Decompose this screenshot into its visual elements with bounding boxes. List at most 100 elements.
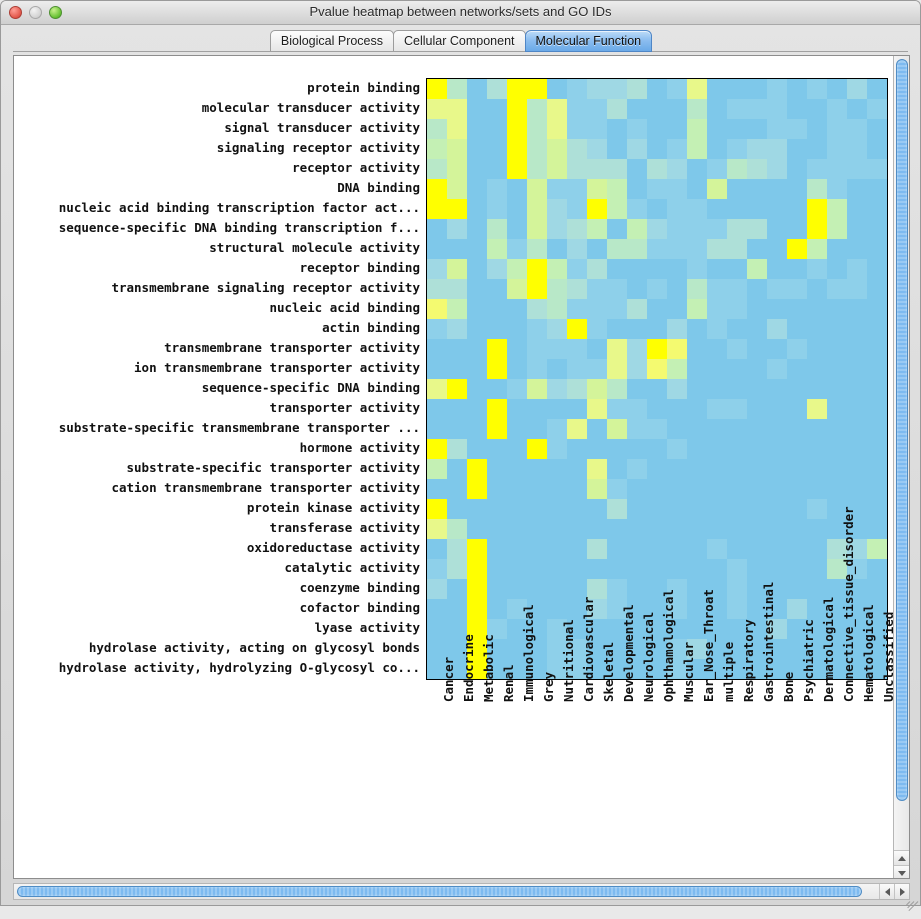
heatmap-cell[interactable] [667,299,687,319]
heatmap-cell[interactable] [847,139,867,159]
heatmap-cell[interactable] [707,319,727,339]
heatmap-cell[interactable] [567,259,587,279]
heatmap-cell[interactable] [427,439,447,459]
heatmap-cell[interactable] [527,279,547,299]
heatmap-cell[interactable] [567,339,587,359]
heatmap-cell[interactable] [447,539,467,559]
heatmap-cell[interactable] [727,499,747,519]
heatmap-cell[interactable] [647,619,667,639]
heatmap-cell[interactable] [487,119,507,139]
heatmap-cell[interactable] [627,279,647,299]
heatmap-cell[interactable] [587,539,607,559]
heatmap-cell[interactable] [767,479,787,499]
heatmap-cell[interactable] [547,179,567,199]
heatmap-cell[interactable] [467,619,487,639]
heatmap-cell[interactable] [667,319,687,339]
heatmap-cell[interactable] [787,479,807,499]
heatmap-cell[interactable] [867,519,887,539]
heatmap-cell[interactable] [707,639,727,659]
heatmap-cell[interactable] [787,279,807,299]
heatmap-cell[interactable] [687,299,707,319]
heatmap-cell[interactable] [647,359,667,379]
heatmap-cell[interactable] [627,559,647,579]
heatmap-cell[interactable] [767,79,787,99]
heatmap-cell[interactable] [607,399,627,419]
heatmap-cell[interactable] [667,459,687,479]
heatmap-cell[interactable] [727,179,747,199]
heatmap-cell[interactable] [827,499,847,519]
heatmap-cell[interactable] [867,219,887,239]
heatmap-cell[interactable] [587,199,607,219]
heatmap-cell[interactable] [427,499,447,519]
heatmap-cell[interactable] [687,579,707,599]
heatmap-cell[interactable] [807,219,827,239]
heatmap-cell[interactable] [747,159,767,179]
heatmap-cell[interactable] [487,159,507,179]
heatmap-cell[interactable] [687,139,707,159]
heatmap-cell[interactable] [847,379,867,399]
heatmap-cell[interactable] [447,159,467,179]
heatmap-cell[interactable] [727,299,747,319]
heatmap-cell[interactable] [527,539,547,559]
heatmap-cell[interactable] [727,119,747,139]
heatmap-cell[interactable] [667,499,687,519]
heatmap-cell[interactable] [467,79,487,99]
heatmap-cell[interactable] [627,179,647,199]
heatmap-cell[interactable] [767,339,787,359]
heatmap-cell[interactable] [567,79,587,99]
heatmap-cell[interactable] [647,599,667,619]
heatmap-cell[interactable] [827,159,847,179]
heatmap-cell[interactable] [607,359,627,379]
heatmap-cell[interactable] [787,219,807,239]
heatmap-cell[interactable] [807,499,827,519]
heatmap-cell[interactable] [867,539,887,559]
heatmap-cell[interactable] [527,179,547,199]
heatmap-cell[interactable] [767,399,787,419]
heatmap-cell[interactable] [507,659,527,679]
heatmap-cell[interactable] [527,99,547,119]
heatmap-cell[interactable] [487,579,507,599]
heatmap-cell[interactable] [667,79,687,99]
tab-molecular-function[interactable]: Molecular Function [524,30,653,52]
heatmap-cell[interactable] [787,399,807,419]
heatmap-cell[interactable] [487,79,507,99]
heatmap-cell[interactable] [847,119,867,139]
heatmap-cell[interactable] [827,419,847,439]
heatmap-cell[interactable] [627,359,647,379]
heatmap-cell[interactable] [627,199,647,219]
heatmap-cell[interactable] [547,419,567,439]
heatmap-cell[interactable] [607,119,627,139]
heatmap-cell[interactable] [567,179,587,199]
heatmap-cell[interactable] [807,299,827,319]
heatmap-cell[interactable] [467,219,487,239]
heatmap-cell[interactable] [867,419,887,439]
heatmap-cell[interactable] [467,519,487,539]
heatmap-cell[interactable] [687,119,707,139]
heatmap-cell[interactable] [547,659,567,679]
heatmap-cell[interactable] [747,219,767,239]
heatmap-cell[interactable] [867,339,887,359]
heatmap-cell[interactable] [727,459,747,479]
heatmap-grid[interactable] [426,78,888,680]
heatmap-cell[interactable] [587,579,607,599]
heatmap-cell[interactable] [607,479,627,499]
heatmap-cell[interactable] [507,139,527,159]
heatmap-cell[interactable] [507,79,527,99]
horizontal-scrollbar-thumb[interactable] [17,886,862,897]
heatmap-cell[interactable] [647,379,667,399]
heatmap-cell[interactable] [647,179,667,199]
heatmap-cell[interactable] [587,279,607,299]
heatmap-cell[interactable] [547,619,567,639]
heatmap-cell[interactable] [727,239,747,259]
heatmap-cell[interactable] [807,339,827,359]
heatmap-cell[interactable] [867,139,887,159]
heatmap-cell[interactable] [487,219,507,239]
heatmap-cell[interactable] [447,339,467,359]
heatmap-cell[interactable] [707,599,727,619]
heatmap-cell[interactable] [507,119,527,139]
heatmap-cell[interactable] [787,579,807,599]
heatmap-cell[interactable] [527,299,547,319]
heatmap-cell[interactable] [667,659,687,679]
heatmap-cell[interactable] [587,639,607,659]
heatmap-cell[interactable] [867,659,887,679]
